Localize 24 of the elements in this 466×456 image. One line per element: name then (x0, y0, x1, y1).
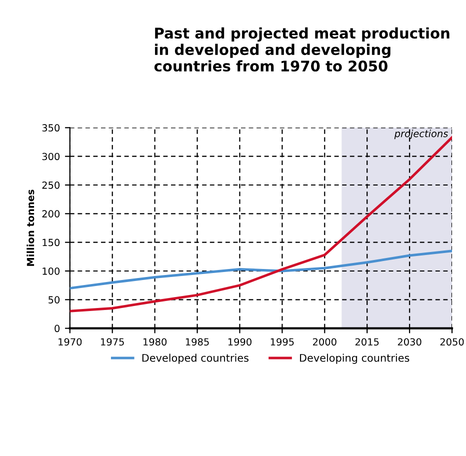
x-tick-label: 1995 (270, 338, 294, 346)
legend-label: Developed countries (142, 354, 248, 364)
y-tick-label: 150 (42, 238, 60, 246)
x-tick-label: 2050 (440, 338, 464, 346)
x-tick-label: 1985 (186, 338, 209, 346)
x-tick-label: 1990 (228, 338, 252, 346)
y-axis-title: Million tonnes (26, 190, 34, 266)
chart-title: Past and projected meat production in developed and developing countries from 1970 to 2050 (154, 27, 450, 72)
x-tick-label: 2000 (312, 338, 336, 346)
y-tick-label: 100 (42, 267, 60, 275)
y-tick-label: 200 (42, 210, 60, 218)
annotation: projections (394, 130, 448, 140)
x-tick-label: 1970 (58, 338, 82, 346)
legend-label: Developing countries (300, 354, 410, 364)
x-tick-label: 2030 (398, 338, 422, 346)
y-tick-label: 350 (42, 124, 60, 132)
y-tick-label: 50 (48, 296, 60, 304)
y-tick-label: 0 (54, 324, 60, 332)
x-tick-label: 2015 (355, 338, 379, 346)
x-tick-label: 1980 (144, 338, 167, 346)
line-series (70, 250, 452, 290)
y-tick-label: 250 (42, 181, 60, 189)
y-tick-label: 300 (42, 152, 60, 160)
x-tick-label: 1975 (101, 338, 124, 346)
